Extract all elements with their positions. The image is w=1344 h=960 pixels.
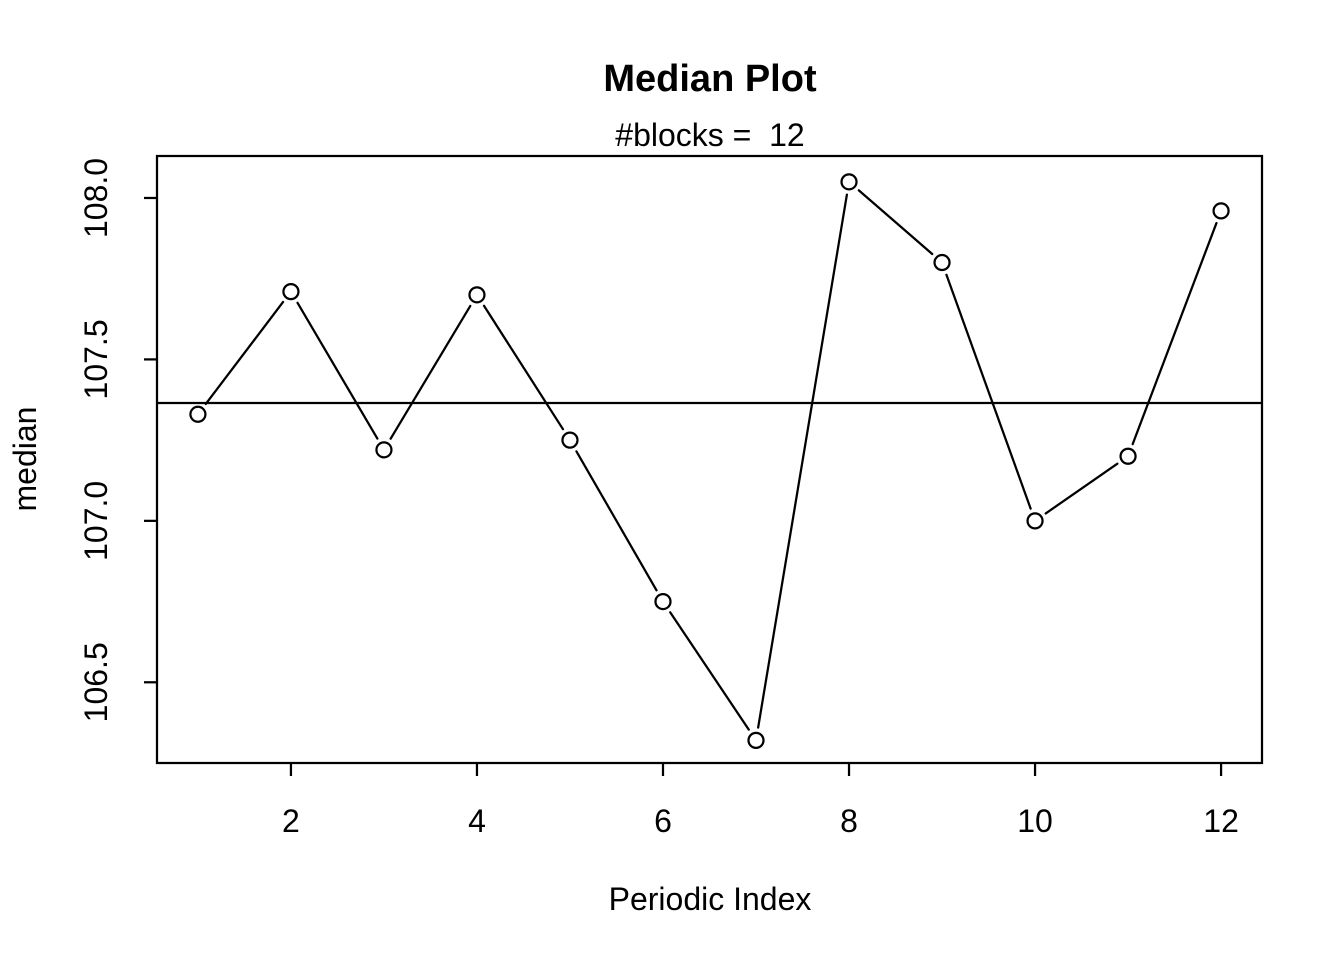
series-segment — [482, 304, 565, 431]
data-point — [840, 173, 858, 191]
data-point — [1119, 447, 1137, 465]
series-segment — [1044, 462, 1119, 515]
y-axis-tick-label: 106.5 — [78, 642, 114, 722]
data-point — [375, 441, 393, 459]
series-segment — [204, 300, 285, 406]
y-axis-tick-label: 107.0 — [78, 481, 114, 561]
series-segment — [1131, 221, 1218, 446]
series-segment — [296, 301, 379, 440]
x-axis-label: Periodic Index — [609, 881, 812, 917]
data-point — [282, 282, 300, 301]
x-axis-tick-label: 6 — [654, 803, 672, 839]
data-point — [189, 405, 207, 423]
x-axis-tick-label: 12 — [1203, 803, 1239, 839]
x-axis-tick-label: 8 — [840, 803, 858, 839]
y-axis-tick-label: 107.5 — [78, 319, 114, 399]
data-point — [561, 431, 579, 449]
data-series — [189, 173, 1230, 750]
y-axis-label: median — [7, 407, 43, 512]
series-segment — [669, 611, 750, 731]
x-axis-tick-label: 2 — [282, 803, 300, 839]
data-point — [1212, 202, 1230, 220]
data-point — [654, 592, 672, 611]
series-segment — [945, 273, 1032, 510]
data-point — [468, 286, 486, 304]
data-point — [747, 731, 765, 750]
series-segment — [857, 189, 934, 256]
chart-subtitle: #blocks = 12 — [615, 117, 804, 153]
axis-ticks — [144, 196, 1223, 776]
series-segment — [575, 450, 658, 592]
plot-area — [155, 154, 1264, 765]
y-axis-tick-label: 108.0 — [78, 158, 114, 238]
chart-title: Median Plot — [603, 58, 817, 100]
series-segment — [389, 304, 472, 440]
series-segment — [757, 193, 849, 729]
x-axis-tick-label: 10 — [1017, 803, 1053, 839]
axis-tick-labels: 2 4 6 8 10 12 106.5 107.0 107.5 108.0 — [78, 158, 1239, 839]
data-point — [1026, 512, 1044, 530]
x-axis-tick-label: 4 — [468, 803, 486, 839]
data-point — [933, 253, 951, 272]
